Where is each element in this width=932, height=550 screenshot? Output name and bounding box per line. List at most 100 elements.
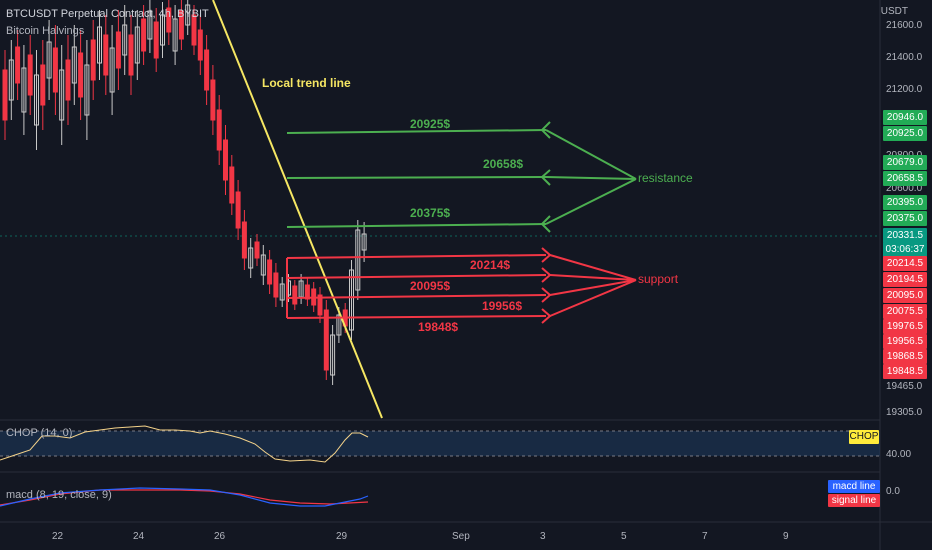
candle-body — [153, 21, 159, 59]
price-axis-label: 21400.0 — [886, 52, 923, 63]
candle-body — [323, 309, 329, 371]
candle-body — [292, 285, 298, 305]
candle-body — [210, 79, 216, 121]
macd-signal-line — [0, 489, 369, 506]
countdown-tag: 03:06:37 — [883, 242, 927, 257]
candle-body — [21, 67, 27, 113]
candle-body — [330, 334, 336, 376]
support-line-20095 — [286, 294, 547, 299]
candle-body — [235, 191, 241, 229]
candle-body — [241, 221, 247, 259]
chop-tag: CHOP — [849, 430, 879, 444]
time-axis-label: 24 — [133, 531, 145, 542]
price-axis-label: 20600.0 — [886, 183, 923, 194]
support-line-19956 — [286, 315, 547, 319]
candle-body — [103, 34, 109, 76]
candlestick-series — [2, 0, 367, 385]
candle-body — [216, 109, 222, 151]
chop-line — [0, 425, 369, 463]
symbol-title[interactable]: BTCUSDT Perpetual Contract, 4h, BYBIT — [6, 8, 209, 20]
support-label[interactable]: support — [638, 272, 679, 286]
price-tag: 19956.5 — [883, 334, 927, 349]
support-level-label[interactable]: 19956$ — [482, 299, 523, 313]
candle-body — [204, 49, 210, 91]
support-lines — [286, 247, 637, 324]
candle-body — [122, 24, 128, 56]
candle-body — [78, 52, 84, 98]
trend-line-label[interactable]: Local trend line — [262, 76, 351, 90]
price-axis-label: 21600.0 — [886, 20, 923, 31]
candle-body — [27, 54, 33, 96]
candle-body — [46, 41, 52, 79]
candle-body — [128, 34, 134, 76]
time-axis-label: 22 — [52, 531, 64, 542]
candle-body — [273, 272, 279, 298]
resistance-level-label[interactable]: 20375$ — [410, 206, 451, 220]
price-axis-unit: USDT — [880, 6, 908, 17]
price-tag: 20395.0 — [883, 195, 927, 210]
resistance-arrow-head — [540, 121, 551, 139]
macd-indicator-label[interactable]: macd (8, 19, close, 9) — [6, 489, 112, 501]
candle-body — [65, 59, 71, 101]
candle-body — [84, 64, 90, 116]
candle-body — [71, 46, 77, 84]
candle-body — [52, 47, 58, 93]
support-level-label[interactable]: 19848$ — [418, 320, 459, 334]
candle-body — [197, 29, 203, 61]
resistance-label[interactable]: resistance — [638, 171, 693, 185]
price-axis-label: 19465.0 — [886, 381, 923, 392]
candle-body — [223, 139, 228, 181]
candle-body — [97, 26, 102, 64]
price-tag: 20946.0 — [883, 110, 927, 125]
candle-body — [229, 166, 235, 204]
resistance-pointer — [545, 176, 637, 180]
candle-body — [248, 247, 254, 269]
resistance-arrow-head — [540, 215, 551, 233]
candle-body — [185, 4, 191, 26]
support-level-label[interactable]: 20095$ — [410, 279, 451, 293]
resistance-lines — [286, 121, 637, 233]
resistance-level-label[interactable]: 20925$ — [410, 117, 451, 131]
signal-line-tag: signal line — [828, 494, 880, 507]
resistance-line-20925 — [286, 129, 547, 134]
support-pointer — [549, 279, 637, 296]
resistance-arrow-head — [540, 169, 551, 186]
current-price-tag: 20331.5 — [883, 228, 927, 243]
candle-body — [147, 10, 153, 40]
time-axis-label: 3 — [540, 531, 546, 542]
resistance-pointer — [545, 129, 637, 180]
resistance-pointer — [545, 178, 637, 225]
time-axis-label: 29 — [336, 531, 348, 542]
resistance-line-20375 — [286, 223, 547, 228]
price-tag: 20375.0 — [883, 211, 927, 226]
time-axis-label: 5 — [621, 531, 627, 542]
price-tag: 20214.5 — [883, 256, 927, 271]
price-tag: 20075.5 — [883, 304, 927, 319]
candle-body — [15, 46, 21, 84]
macd-line-tag: macd line — [828, 480, 880, 493]
resistance-level-label[interactable]: 20658$ — [483, 157, 524, 171]
candle-body — [34, 74, 39, 126]
candle-body — [267, 259, 273, 285]
support-line-20195 — [286, 274, 547, 279]
candle-body — [115, 31, 121, 69]
indicator-label[interactable]: Bitcoin Halvings — [6, 25, 85, 37]
chop-indicator-label[interactable]: CHOP (14, 0) — [6, 427, 73, 439]
support-pointer — [549, 254, 637, 281]
candle-body — [40, 64, 46, 106]
candle-body — [178, 10, 184, 40]
candle-body — [361, 233, 367, 251]
local-trend-line[interactable] — [212, 0, 383, 419]
macd-line — [0, 487, 369, 507]
price-tag: 20925.0 — [883, 126, 927, 141]
candle-body — [254, 241, 260, 259]
candle-body — [349, 269, 354, 331]
chop-axis-label: 40.00 — [886, 449, 912, 460]
price-tag: 19976.5 — [883, 319, 927, 334]
candle-body — [2, 69, 8, 121]
time-axis-label: Sep — [452, 531, 470, 542]
candle-body — [166, 7, 172, 33]
price-tag: 20679.0 — [883, 155, 927, 170]
support-level-label[interactable]: 20214$ — [470, 258, 511, 272]
